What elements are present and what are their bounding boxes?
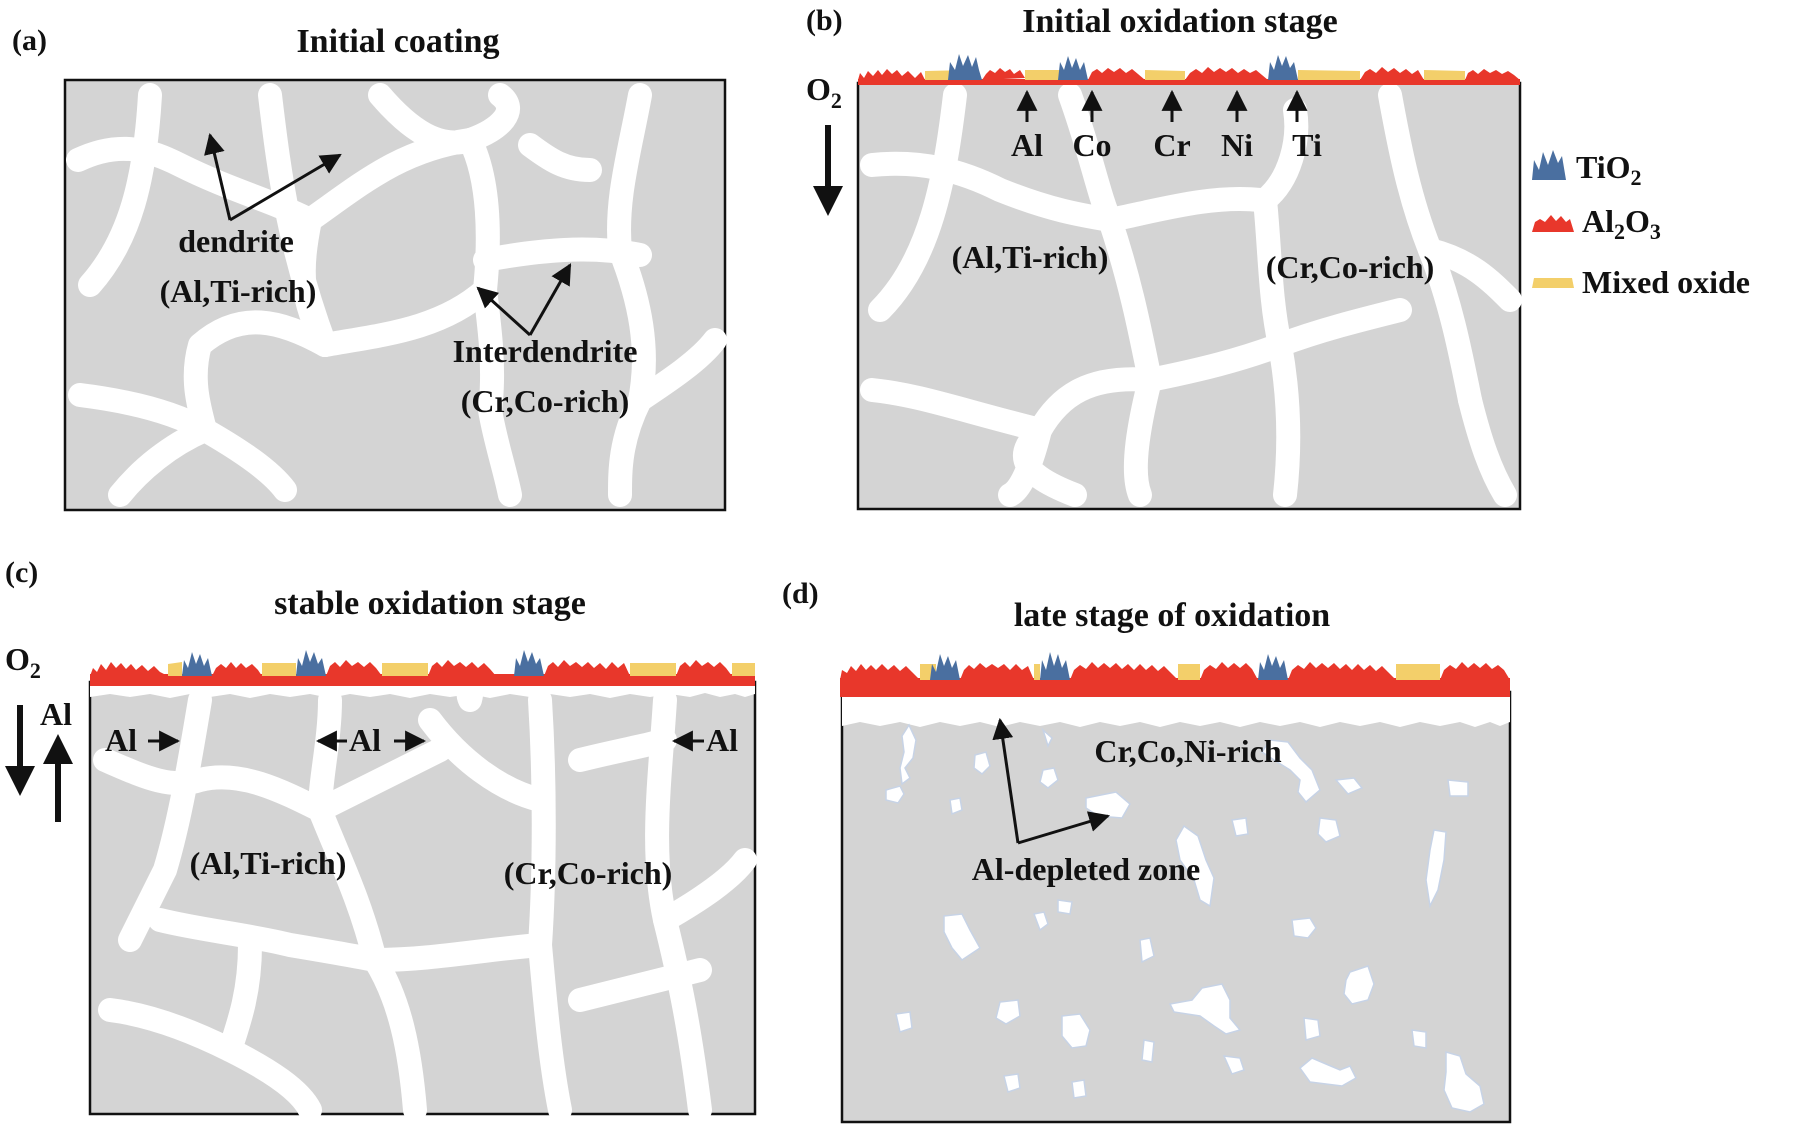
panel-c-dendrite-comp: (Al,Ti-rich) bbox=[190, 845, 347, 881]
panel-d-oxide-base bbox=[840, 678, 1510, 697]
panel-d-rich-label: Cr,Co,Ni-rich bbox=[1094, 733, 1281, 769]
panel-b-oxide-base bbox=[858, 79, 1520, 85]
panel-d-title: late stage of oxidation bbox=[1014, 597, 1330, 634]
legend-swatch-mixed-oxide bbox=[1532, 278, 1574, 288]
legend-label-tio2: TiO2 bbox=[1576, 149, 1642, 190]
legend-item-tio2: TiO2 bbox=[1532, 149, 1642, 190]
element-label-co: Co bbox=[1072, 127, 1111, 163]
panel-d-depleted-arrow-1 bbox=[992, 717, 1020, 844]
panel-d-oxide-layer bbox=[840, 652, 1510, 680]
panel-a-interdendrite-arrow-2 bbox=[528, 263, 572, 336]
panel-a-dendrite-arrow-1 bbox=[204, 132, 232, 221]
panel-d-depleted-label: Al-depleted zone bbox=[972, 851, 1200, 887]
panel-a-dendrite-comp: (Al,Ti-rich) bbox=[160, 273, 317, 309]
panel-c-letter: (c) bbox=[5, 556, 38, 589]
panel-b-interdendrite-comp: (Cr,Co-rich) bbox=[1266, 249, 1435, 285]
legend: TiO2 Al2O3 Mixed oxide bbox=[1532, 149, 1750, 300]
panel-c-title: stable oxidation stage bbox=[274, 585, 586, 622]
panel-c-oxide-base bbox=[90, 674, 755, 686]
element-label-al: Al bbox=[1011, 127, 1043, 163]
panel-b-dendrite-comp: (Al,Ti-rich) bbox=[952, 239, 1109, 275]
panel-d-al-depleted-islands bbox=[885, 723, 1485, 1113]
element-label-cr: Cr bbox=[1153, 127, 1190, 163]
legend-label-mixed-oxide: Mixed oxide bbox=[1582, 264, 1750, 300]
panel-a-dendrite-arrow-2 bbox=[229, 153, 342, 222]
panel-c-al-label: Al bbox=[40, 696, 72, 732]
panel-c-interdendrite-comp: (Cr,Co-rich) bbox=[504, 855, 673, 891]
panel-d: (d) late stage of oxidation bbox=[782, 577, 1512, 1124]
panel-b-oxide-layer bbox=[858, 54, 1520, 80]
panel-d-depleted-band bbox=[842, 695, 1510, 727]
legend-item-al2o3: Al2O3 bbox=[1532, 203, 1661, 244]
panel-d-coating-box bbox=[840, 690, 1512, 1124]
panel-b-dendrite-network bbox=[860, 83, 1522, 507]
panel-a-dendrite-network bbox=[66, 83, 727, 507]
element-label-ti: Ti bbox=[1292, 127, 1322, 163]
panel-a-interdendrite-arrow-1 bbox=[476, 286, 532, 337]
element-label-ni: Ni bbox=[1221, 127, 1253, 163]
panel-c-depleted-band bbox=[90, 686, 755, 698]
panel-a-interdendrite-label: Interdendrite bbox=[453, 333, 638, 369]
panel-c-al-arrow-label-3: Al bbox=[706, 722, 738, 758]
panel-c-oxide-layer bbox=[90, 650, 755, 676]
panel-a-title: Initial coating bbox=[296, 23, 499, 60]
panel-b-title: Initial oxidation stage bbox=[1022, 3, 1337, 40]
panel-c-al-arrow-label-2: Al bbox=[349, 722, 381, 758]
legend-label-al2o3: Al2O3 bbox=[1582, 203, 1661, 244]
panel-a-interdendrite-comp: (Cr,Co-rich) bbox=[461, 383, 630, 419]
panel-b-o2-label: O2 bbox=[806, 71, 842, 113]
panel-c-al-arrow-label-1: Al bbox=[105, 722, 137, 758]
legend-swatch-al2o3 bbox=[1532, 215, 1574, 232]
panel-a-dendrite-label: dendrite bbox=[178, 223, 294, 259]
panel-c: (c) stable oxidation stage bbox=[5, 556, 757, 1122]
panel-a-letter: (a) bbox=[12, 24, 47, 57]
panel-c-dendrite-network bbox=[93, 676, 757, 1122]
panel-d-letter: (d) bbox=[782, 577, 819, 610]
panel-a: (a) Initial coating dendrite (Al,Ti-rich… bbox=[12, 23, 727, 512]
panel-c-o2-label: O2 bbox=[5, 641, 41, 683]
panel-b-element-arrows: Al Co Cr Ni Ti bbox=[1011, 89, 1322, 163]
panel-b: (b) Initial oxidation stage bbox=[806, 3, 1522, 511]
legend-swatch-tio2 bbox=[1532, 150, 1566, 180]
panel-d-depleted-arrow-2 bbox=[1017, 811, 1111, 845]
panel-b-letter: (b) bbox=[806, 4, 843, 37]
legend-item-mixed-oxide: Mixed oxide bbox=[1532, 264, 1750, 300]
